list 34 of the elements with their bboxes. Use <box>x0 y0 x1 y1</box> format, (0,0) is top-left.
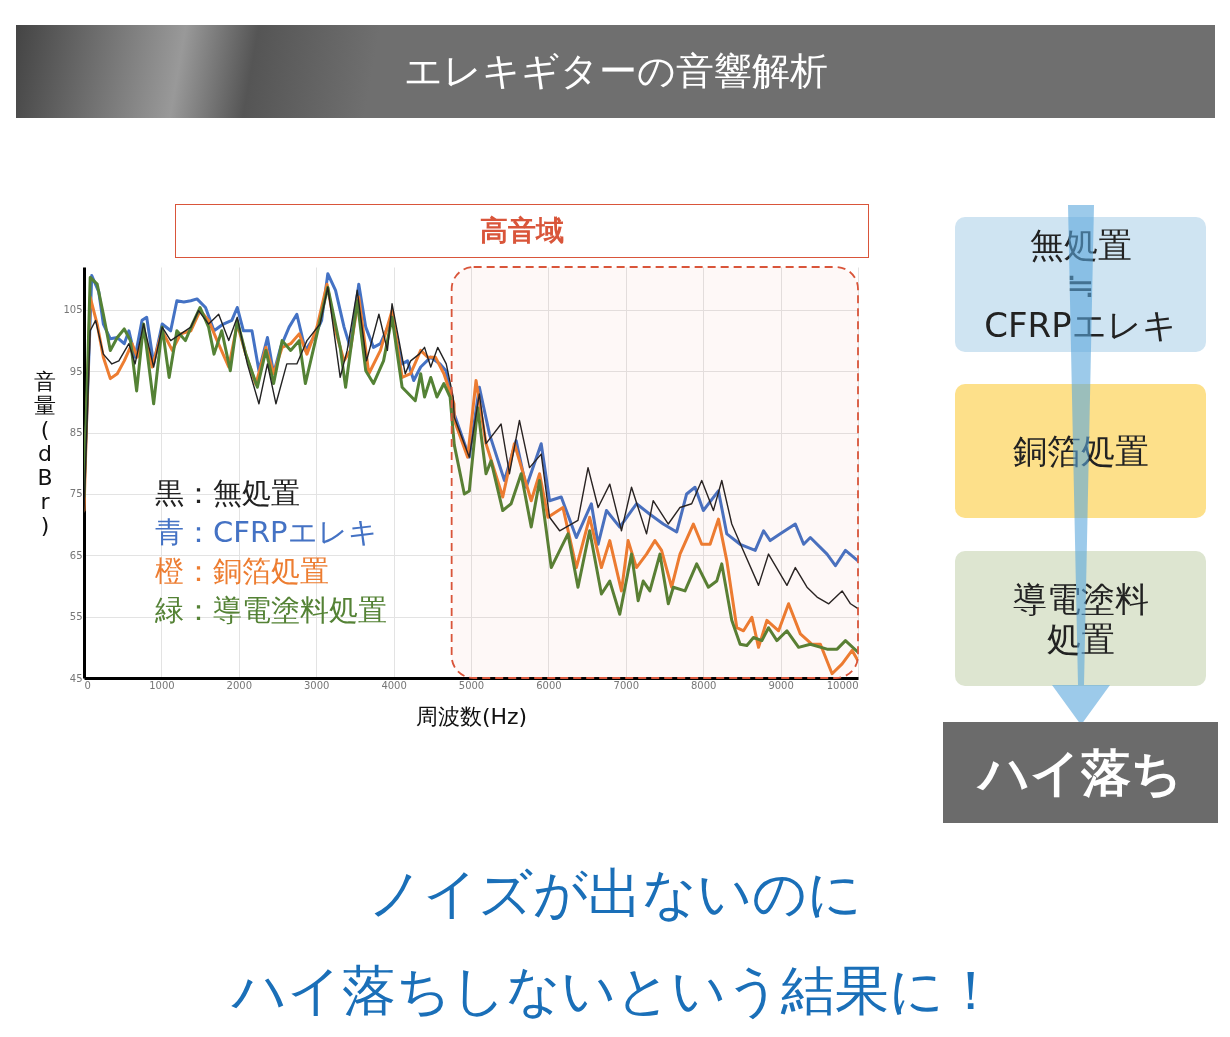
text: CFRPエレキ <box>984 304 1177 345</box>
y-axis-title: 音量(dBr) <box>33 369 57 538</box>
x-tick-label: 0 <box>84 679 91 691</box>
y-tick-label: 65 <box>69 549 83 561</box>
y-tick-label: 75 <box>69 488 83 500</box>
x-tick-label: 9000 <box>768 679 794 691</box>
y-tick-label: 85 <box>69 427 83 439</box>
text: 黒：無処置 <box>155 475 301 512</box>
x-tick-label: 7000 <box>613 679 640 691</box>
y-tick-label: 55 <box>69 611 83 623</box>
text: ハイ落ち <box>979 743 1182 802</box>
x-tick-label: 2000 <box>226 679 253 691</box>
y-tick-label: 95 <box>69 365 83 377</box>
text: 導電塗料処置 <box>1011 578 1150 659</box>
y-tick-label: 45 <box>69 672 83 684</box>
x-tick-label: 8000 <box>690 679 717 691</box>
text: ハイ落ちしないという結果に！ <box>230 958 999 1024</box>
x-tick-label: 10000 <box>826 679 859 691</box>
y-tick-label: 105 <box>63 304 83 316</box>
band-label: 高音域 <box>175 204 869 258</box>
text: ノイズが出ないのに <box>367 861 863 927</box>
text: 橙：銅箔処置 <box>155 553 330 590</box>
text: ≒ <box>1066 264 1095 305</box>
x-tick-label: 5000 <box>458 679 485 691</box>
chart-title: エレキギターの音響解析 <box>16 25 1215 118</box>
x-tick-label: 6000 <box>536 679 562 691</box>
text: 青：CFRPエレキ <box>155 514 379 551</box>
x-axis-title: 周波数(Hz) <box>415 703 528 729</box>
text: 無処置 <box>1029 224 1132 265</box>
x-tick-label: 1000 <box>149 679 175 691</box>
text: 緑：導電塗料処置 <box>155 592 387 629</box>
x-tick-label: 4000 <box>381 679 407 691</box>
text: 銅箔処置 <box>1012 431 1149 471</box>
x-tick-label: 3000 <box>303 679 330 691</box>
